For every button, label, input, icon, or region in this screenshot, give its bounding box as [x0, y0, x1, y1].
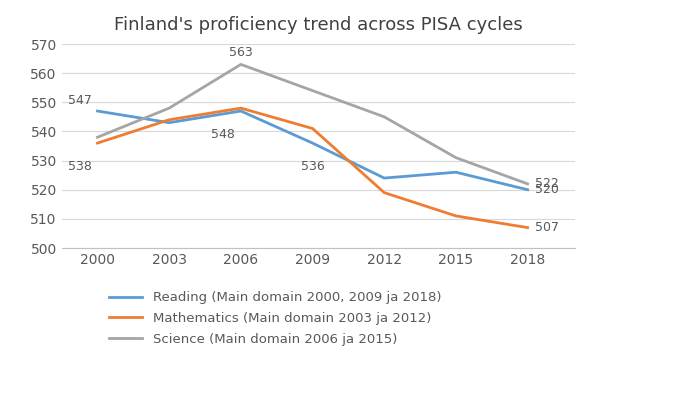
Text: 507: 507 [534, 221, 558, 234]
Science (Main domain 2006 ja 2015) [452, 155, 460, 160]
Reading (Main domain 2000, 2009 ja 2018) [380, 176, 388, 180]
Reading (Main domain 2000, 2009 ja 2018) [237, 109, 245, 114]
Legend: Reading (Main domain 2000, 2009 ja 2018), Mathematics (Main domain 2003 ja 2012): Reading (Main domain 2000, 2009 ja 2018)… [110, 291, 441, 346]
Line: Reading (Main domain 2000, 2009 ja 2018): Reading (Main domain 2000, 2009 ja 2018) [97, 111, 527, 190]
Line: Science (Main domain 2006 ja 2015): Science (Main domain 2006 ja 2015) [97, 64, 527, 184]
Science (Main domain 2006 ja 2015) [237, 62, 245, 67]
Science (Main domain 2006 ja 2015) [523, 182, 532, 186]
Mathematics (Main domain 2003 ja 2012) [523, 225, 532, 230]
Mathematics (Main domain 2003 ja 2012) [165, 117, 173, 122]
Science (Main domain 2006 ja 2015) [165, 106, 173, 110]
Mathematics (Main domain 2003 ja 2012) [452, 214, 460, 218]
Reading (Main domain 2000, 2009 ja 2018) [452, 170, 460, 175]
Reading (Main domain 2000, 2009 ja 2018) [308, 141, 316, 146]
Mathematics (Main domain 2003 ja 2012) [93, 141, 101, 146]
Text: 538: 538 [68, 160, 92, 173]
Reading (Main domain 2000, 2009 ja 2018) [523, 187, 532, 192]
Text: 563: 563 [229, 46, 253, 59]
Text: 522: 522 [534, 177, 558, 190]
Reading (Main domain 2000, 2009 ja 2018) [93, 109, 101, 114]
Title: Finland's proficiency trend across PISA cycles: Finland's proficiency trend across PISA … [114, 16, 523, 34]
Text: 536: 536 [301, 160, 325, 173]
Text: 547: 547 [68, 94, 92, 107]
Mathematics (Main domain 2003 ja 2012) [308, 126, 316, 131]
Mathematics (Main domain 2003 ja 2012) [380, 190, 388, 195]
Mathematics (Main domain 2003 ja 2012) [237, 106, 245, 110]
Line: Mathematics (Main domain 2003 ja 2012): Mathematics (Main domain 2003 ja 2012) [97, 108, 527, 228]
Reading (Main domain 2000, 2009 ja 2018) [165, 120, 173, 125]
Science (Main domain 2006 ja 2015) [308, 88, 316, 93]
Text: 548: 548 [212, 128, 236, 141]
Text: 520: 520 [534, 183, 558, 196]
Science (Main domain 2006 ja 2015) [93, 135, 101, 140]
Science (Main domain 2006 ja 2015) [380, 114, 388, 119]
